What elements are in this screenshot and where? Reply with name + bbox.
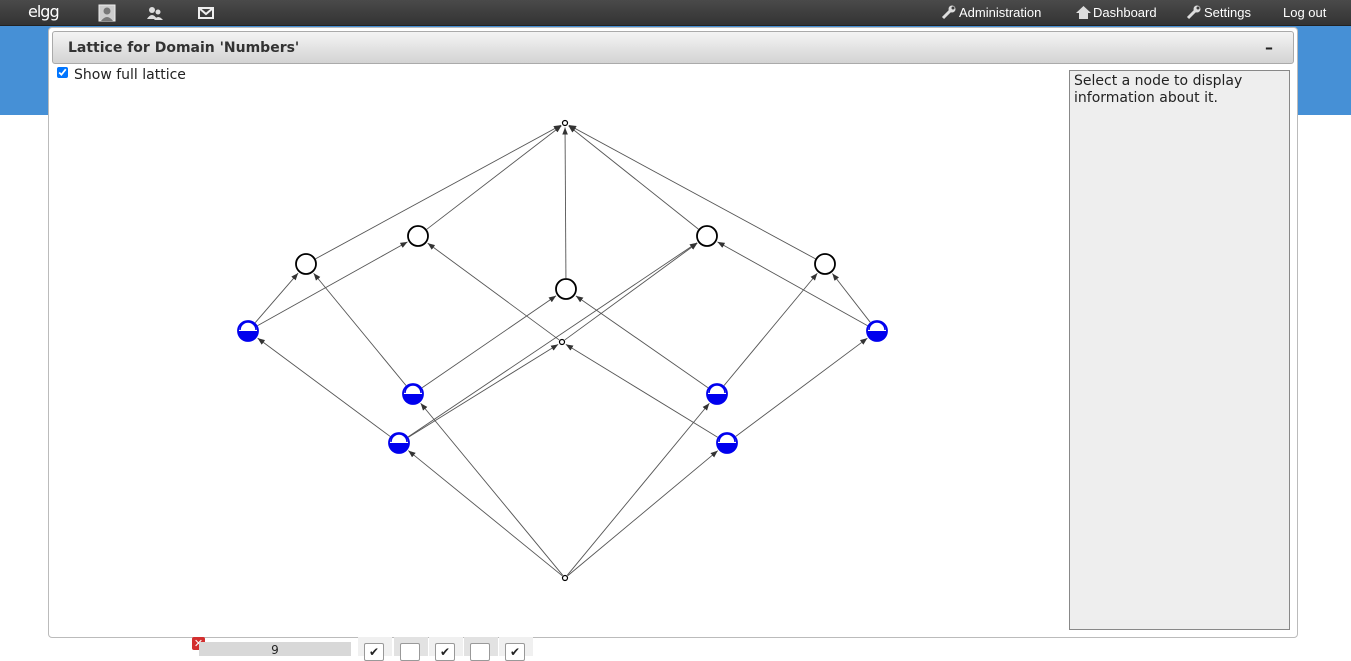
friends-icon[interactable] (146, 4, 164, 22)
lattice-edge (832, 273, 871, 323)
lattice-edge (567, 450, 719, 577)
lattice-node[interactable] (866, 320, 888, 342)
table-checkbox[interactable]: ✔ (435, 643, 455, 661)
lattice-node[interactable] (237, 320, 259, 342)
lattice-edge (568, 124, 816, 260)
lattice-edge (566, 402, 710, 576)
lattice-edge (254, 272, 299, 323)
dashboard-link[interactable]: Dashboard (1075, 5, 1157, 23)
lattice-edge (564, 242, 698, 341)
table-checkbox[interactable] (470, 643, 490, 661)
table-checkbox-cell: ✔ (499, 637, 533, 661)
table-checkbox-cell: ✔ (358, 637, 392, 661)
lattice-node[interactable] (555, 278, 577, 300)
wrench-icon (941, 5, 958, 23)
lattice-node[interactable] (402, 383, 424, 405)
lattice-edge (421, 295, 557, 389)
panel-title: Lattice for Domain 'Numbers' (68, 40, 300, 56)
dashboard-link-label: Dashboard (1093, 5, 1157, 20)
settings-link[interactable]: Settings (1186, 5, 1251, 23)
table-checkbox[interactable] (400, 643, 420, 661)
lattice-node-small[interactable] (561, 119, 569, 127)
lattice-edge (315, 124, 562, 260)
show-full-lattice-label: Show full lattice (74, 67, 186, 83)
logout-link[interactable]: Log out (1283, 5, 1327, 20)
lattice-edges (254, 124, 871, 577)
lattice-panel: Lattice for Domain 'Numbers' – Show full… (48, 27, 1298, 638)
lattice-node[interactable] (814, 253, 836, 275)
lattice-edge (735, 337, 868, 437)
lattice-nodes (237, 119, 888, 582)
show-full-lattice-checkbox[interactable] (57, 67, 68, 78)
lattice-edge (717, 241, 868, 327)
collapse-button[interactable]: – (1265, 38, 1273, 57)
lattice-node[interactable] (696, 225, 718, 247)
admin-link-label: Administration (959, 5, 1042, 20)
lattice-edge (565, 343, 718, 438)
panel-header: Lattice for Domain 'Numbers' – (52, 31, 1294, 64)
lattice-edge (313, 272, 407, 386)
lattice-node[interactable] (706, 383, 728, 405)
elgg-logo[interactable]: elgg (28, 2, 60, 21)
lattice-edge (420, 402, 564, 576)
profile-icon[interactable] (98, 4, 116, 22)
lattice-edge (568, 125, 699, 230)
table-checkbox[interactable]: ✔ (505, 643, 525, 661)
node-info-box: Select a node to display information abo… (1069, 70, 1290, 630)
table-checkbox[interactable]: ✔ (364, 643, 384, 661)
top-bar: elgg Administration Dashboard Settings L… (0, 0, 1351, 26)
lattice-diagram (237, 119, 888, 582)
lattice-node[interactable] (295, 253, 317, 275)
home-icon (1075, 5, 1092, 23)
lattice-node-small[interactable] (561, 574, 569, 582)
settings-link-label: Settings (1204, 5, 1251, 20)
lattice-edge (257, 241, 408, 327)
lattice-edge (257, 337, 391, 437)
lattice-edge (575, 295, 709, 389)
table-checkbox-cell (394, 637, 428, 661)
number-field[interactable]: 9 (199, 642, 351, 656)
lattice-node[interactable] (716, 432, 738, 454)
lattice-node-small[interactable] (558, 338, 566, 346)
lattice-edge (408, 343, 559, 438)
lattice-edge (723, 272, 818, 386)
lattice-node[interactable] (388, 432, 410, 454)
table-checkbox-cell: ✔ (429, 637, 463, 661)
lattice-edge (427, 242, 560, 341)
show-full-lattice-toggle[interactable]: Show full lattice (57, 67, 186, 83)
admin-link[interactable]: Administration (941, 5, 1041, 23)
lattice-edge (562, 127, 568, 279)
lattice-edge (426, 125, 562, 230)
lattice-edge (408, 450, 563, 577)
lattice-edge (407, 242, 698, 438)
wrench-icon (1186, 5, 1203, 23)
messages-icon[interactable] (197, 4, 215, 22)
lattice-node[interactable] (407, 225, 429, 247)
table-checkbox-cell (464, 637, 498, 661)
